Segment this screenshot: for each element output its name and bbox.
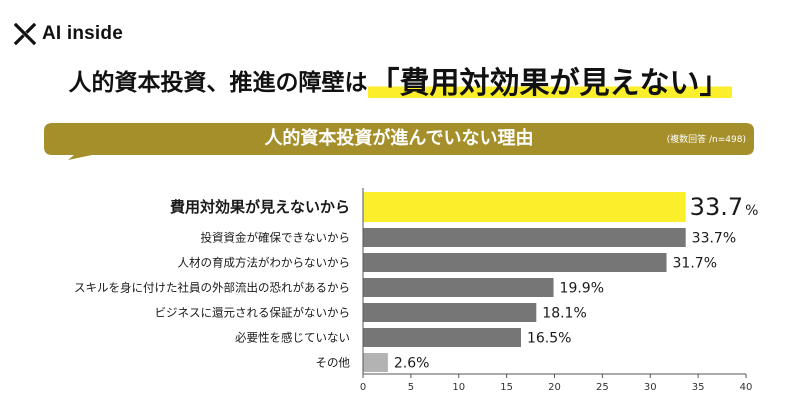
bar (363, 228, 686, 247)
x-tick-label: 20 (548, 382, 561, 393)
bar (363, 278, 554, 297)
value-label: 19.9% (560, 281, 604, 297)
x-tick-label: 5 (408, 382, 414, 393)
value-label: 31.7% (673, 256, 717, 272)
x-tick-label: 40 (740, 382, 753, 393)
headline-highlight: 「費用対効果が見えない」 (367, 66, 732, 101)
x-tick-label: 35 (692, 382, 705, 393)
category-label: その他 (316, 356, 351, 370)
bar (363, 253, 667, 272)
x-tick-label: 15 (500, 382, 513, 393)
value-label: 33.7% (690, 193, 759, 221)
category-label: 投資資金が確保できないから (201, 231, 351, 245)
x-tick-label: 30 (644, 382, 657, 393)
sample-note: (複数回答 /n=498) (666, 135, 746, 145)
value-label: 33.7% (692, 231, 736, 247)
category-label: 必要性を感じていない (235, 331, 350, 345)
bar (363, 353, 388, 372)
value-label: 18.1% (542, 306, 586, 322)
category-label: 費用対効果が見えないから (170, 198, 350, 216)
value-label: 2.6% (394, 356, 430, 372)
x-tick-label: 10 (452, 382, 465, 393)
x-tick-label: 0 (360, 382, 366, 393)
bar (363, 303, 537, 322)
bar (363, 192, 686, 222)
chart-banner: 人的資本投資が進んでいない理由 (複数回答 /n=498) (44, 120, 754, 160)
x-logo-icon (14, 23, 36, 45)
banner-shape (44, 123, 754, 160)
brand-name: AI inside (42, 23, 123, 44)
chart-title: 人的資本投資が進んでいない理由 (264, 128, 534, 149)
page-headline: 人的資本投資、推進の障壁は「費用対効果が見えない」 (0, 58, 800, 102)
brand-logo: AI inside (14, 22, 123, 46)
category-label: スキルを身に付けた社員の外部流出の恐れがあるから (74, 281, 350, 295)
x-tick-label: 25 (596, 382, 609, 393)
category-label: ビジネスに還元される保証がないから (155, 306, 351, 320)
bar (363, 328, 521, 347)
headline-prefix: 人的資本投資、推進の障壁は (68, 70, 368, 96)
category-label: 人材の育成方法がわからないから (178, 256, 351, 270)
value-label: 16.5% (527, 331, 571, 347)
